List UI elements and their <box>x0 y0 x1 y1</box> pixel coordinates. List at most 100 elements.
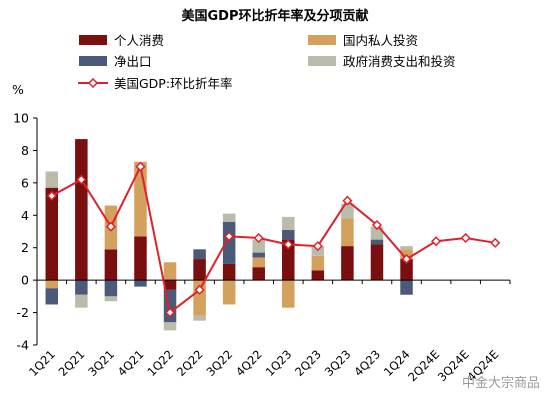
y-tick-label: 2 <box>21 240 29 255</box>
x-tick-label: 2Q22 <box>174 347 206 379</box>
bar-net-exports <box>282 229 295 240</box>
bar-personal-consumption <box>45 187 59 281</box>
x-tick-label: 1Q23 <box>263 347 295 379</box>
gdp-point <box>283 239 294 250</box>
gdp-point <box>253 232 264 244</box>
bar-net-exports <box>400 280 413 295</box>
gdp-point <box>490 237 501 248</box>
bar-net-exports <box>193 249 206 260</box>
gdp-point <box>135 161 146 172</box>
gdp-point <box>312 241 323 252</box>
bar-net-exports <box>104 280 118 297</box>
legend-item-personal-consumption: 个人消费 <box>79 33 164 48</box>
bar-net-exports <box>252 252 265 258</box>
y-tick-label: 6 <box>21 175 29 190</box>
x-tick-label: 3Q22 <box>203 347 235 379</box>
legend-label-government: 政府消费支出和投资 <box>343 54 456 69</box>
bar-personal-consumption <box>104 249 118 281</box>
x-tick-label: 3Q23 <box>322 347 354 379</box>
x-tick-label: 1Q21 <box>26 347 58 379</box>
bar-government <box>252 239 265 253</box>
gdp-point <box>46 190 57 201</box>
bar-private-investment <box>163 262 177 281</box>
bar-private-investment <box>282 280 295 308</box>
gdp-point <box>401 254 412 265</box>
bar-private-investment <box>341 218 354 247</box>
gdp-point <box>224 231 235 242</box>
bar-net-exports <box>134 280 147 287</box>
bar-personal-consumption <box>370 244 384 281</box>
legend-swatch-net-exports <box>79 56 107 66</box>
legend-item-gdp: 美国GDP:环比折年率 <box>78 76 233 91</box>
legend-swatch-private-investment <box>308 35 336 45</box>
bar-government <box>45 171 59 188</box>
x-tick-label: 1Q22 <box>144 347 176 379</box>
gdp-point <box>431 236 442 247</box>
gdp-point <box>194 284 205 295</box>
legend-swatch-personal-consumption <box>79 35 107 45</box>
gdp-point <box>460 232 471 244</box>
bar-personal-consumption <box>193 259 206 281</box>
bar-government <box>400 246 413 250</box>
bar-personal-consumption <box>163 280 177 290</box>
axes-layer: -4 -2 0 2 4 6 8 10 <box>13 111 511 353</box>
gdp-point <box>105 221 116 232</box>
y-tick-label: -4 <box>17 338 30 353</box>
legend-item-net-exports: 净出口 <box>79 54 152 69</box>
y-tick-label: -2 <box>17 305 29 320</box>
bar-government <box>282 216 295 230</box>
watermark: 中金大宗商品 <box>462 375 540 391</box>
x-tick-label: 4Q21 <box>115 347 147 379</box>
bar-government <box>75 294 88 308</box>
bar-personal-consumption <box>134 236 147 281</box>
x-tick-label: 2Q21 <box>56 347 88 379</box>
gdp-point <box>342 195 353 206</box>
legend-label-private-investment: 国内私人投资 <box>343 33 418 48</box>
y-axis-unit: % <box>12 82 24 97</box>
bar-private-investment <box>134 161 147 237</box>
bar-private-investment <box>222 280 236 305</box>
bar-private-investment <box>45 280 59 289</box>
bar-personal-consumption <box>311 270 325 281</box>
x-tick-labels: 1Q212Q213Q214Q211Q222Q223Q224Q221Q232Q23… <box>26 347 501 384</box>
bar-private-investment <box>252 257 265 268</box>
x-tick-label: 4Q23 <box>351 347 383 379</box>
chart-title: 美国GDP环比折年率及分项贡献 <box>182 8 369 24</box>
x-tick-label: 3Q21 <box>85 347 117 379</box>
x-tick-label: 4Q22 <box>233 347 265 379</box>
bar-personal-consumption <box>222 263 236 281</box>
x-tick-label: 2Q24E <box>405 347 442 384</box>
bar-personal-consumption <box>75 139 88 281</box>
y-tick-label: 0 <box>21 273 29 288</box>
bar-net-exports <box>370 239 384 245</box>
x-tick-label: 2Q23 <box>292 347 324 379</box>
bar-personal-consumption <box>341 246 354 281</box>
bar-government <box>104 296 118 302</box>
legend-item-government: 政府消费支出和投资 <box>308 54 456 69</box>
bar-personal-consumption <box>400 259 413 281</box>
legend-label-net-exports: 净出口 <box>114 54 152 69</box>
legend-marker-gdp <box>87 77 99 89</box>
line-layer <box>46 161 501 318</box>
bar-personal-consumption <box>282 239 295 281</box>
bar-government <box>193 315 206 321</box>
bar-net-exports <box>222 221 236 264</box>
bar-net-exports <box>75 280 88 295</box>
y-tick-label: 8 <box>21 143 29 158</box>
legend-swatch-government <box>308 56 336 66</box>
bar-net-exports <box>45 288 59 305</box>
legend: 个人消费 国内私人投资 净出口 政府消费支出和投资 美国GDP:环比折年率 <box>78 33 456 91</box>
bar-government <box>341 203 354 219</box>
bar-government <box>163 322 177 331</box>
legend-label-personal-consumption: 个人消费 <box>114 33 164 48</box>
y-tick-label: 10 <box>13 111 29 126</box>
gdp-point <box>76 174 87 185</box>
gdp-line <box>51 163 496 315</box>
legend-item-private-investment: 国内私人投资 <box>308 33 418 48</box>
bar-government <box>222 213 236 222</box>
bar-private-investment <box>311 255 325 271</box>
gdp-point <box>164 307 176 318</box>
legend-label-gdp: 美国GDP:环比折年率 <box>114 76 233 91</box>
gdp-point <box>371 219 383 231</box>
